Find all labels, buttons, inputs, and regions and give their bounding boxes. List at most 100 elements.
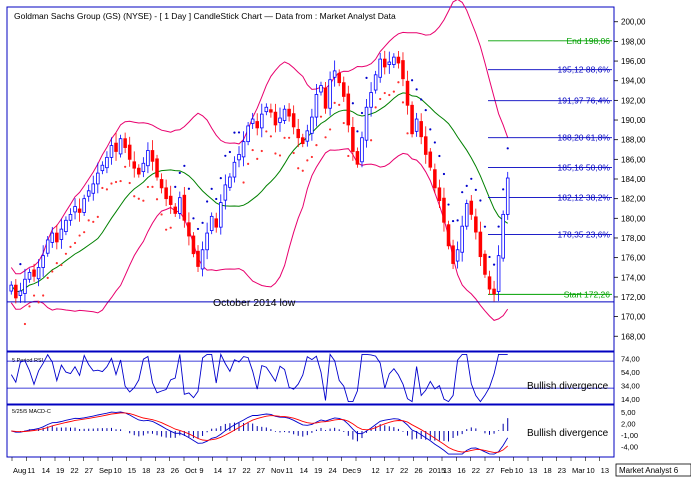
candle-body	[464, 203, 469, 227]
candle-body	[64, 219, 68, 232]
sar-dot	[410, 79, 414, 82]
macd-signal-line	[11, 412, 508, 453]
price-tick-label: 186,00	[621, 155, 646, 164]
macd-lines	[11, 411, 509, 455]
candle-body	[77, 208, 82, 213]
candle-body	[378, 58, 382, 78]
fib-level-label: 182,12 38,2%	[558, 192, 611, 202]
sar-dot	[283, 136, 286, 139]
sar-dot	[247, 162, 250, 165]
macd-axis: 5,00 2,00 -1,00 -4,00	[621, 408, 638, 452]
candlesticks	[9, 50, 510, 304]
sar-dot	[28, 305, 31, 308]
fib-level-label: 178,35 23,6%	[558, 230, 611, 240]
date-tick-label: 10	[515, 466, 523, 475]
sar-dot	[306, 159, 309, 162]
sar-dot	[269, 135, 272, 138]
sar-dot	[169, 226, 172, 229]
sar-dot	[374, 106, 377, 109]
rsi-axis: 74,00 54,00 34,00 14,00	[621, 354, 640, 404]
candle-body	[196, 250, 200, 267]
sar-dot	[438, 154, 441, 158]
candle-body	[360, 137, 364, 163]
sar-dot	[206, 200, 209, 203]
date-tick-label: 16	[457, 466, 465, 475]
sar-dot	[451, 219, 455, 223]
date-tick-label: 23	[156, 466, 164, 475]
macd-tick-label: -1,00	[621, 431, 638, 440]
support-annotation: October 2014 low	[213, 297, 296, 309]
candle-body	[209, 215, 214, 232]
date-tick-label: 22	[400, 466, 408, 475]
candle-body	[168, 195, 173, 205]
candle-body	[405, 80, 410, 106]
candle-body	[382, 58, 387, 68]
date-tick-label: 27	[486, 466, 494, 475]
sar-dot	[55, 261, 58, 265]
macd-label: 5/25/5 MACD-C	[12, 409, 51, 415]
candle-body	[373, 74, 378, 91]
sar-dot	[401, 101, 405, 104]
watermark-box	[615, 463, 691, 477]
candle-body	[96, 172, 100, 185]
sar-dot	[274, 152, 277, 155]
date-tick-label: 14	[300, 466, 308, 475]
sar-dot	[324, 136, 327, 139]
macd-tick-label: 5,00	[621, 408, 636, 417]
candle-body	[451, 245, 455, 264]
sar-dot	[174, 185, 177, 188]
date-tick-label: 22	[472, 466, 480, 475]
candle-body	[396, 56, 401, 64]
candle-body	[455, 249, 460, 262]
candle-body	[364, 106, 369, 141]
candle-body	[351, 127, 355, 152]
macd-pane: 5/25/5 MACD-C 5,00 2,00 -1,00 -4,00 Bullish…	[6, 404, 638, 458]
sar-dot	[365, 76, 368, 79]
candle-body	[141, 162, 146, 173]
date-tick-label: 11	[27, 466, 35, 475]
sar-dot	[447, 203, 450, 206]
sar-dot	[497, 225, 500, 228]
candle-body	[323, 87, 328, 109]
sar-dot	[60, 263, 63, 267]
fib-level-label: 185,16 50,0%	[558, 163, 611, 173]
sar-dot	[142, 199, 145, 202]
sar-dot	[92, 220, 95, 223]
sar-dot	[87, 219, 90, 222]
sar-dot	[429, 128, 432, 131]
candle-body	[401, 60, 405, 80]
candle-body	[109, 145, 114, 158]
sar-dot	[64, 252, 68, 255]
fib-level-label: 188,20 61,8%	[558, 133, 611, 143]
rsi-pane-frame	[6, 351, 615, 405]
sar-dot	[137, 197, 140, 200]
candle-body	[410, 104, 414, 135]
sar-dot	[228, 150, 231, 154]
price-tick-label: 190,00	[621, 116, 646, 125]
candle-body	[18, 290, 23, 296]
fib-level-label: 195,12 88,6%	[558, 65, 611, 75]
candle-body	[45, 239, 50, 254]
sar-dot	[483, 225, 487, 228]
candle-body	[478, 231, 483, 258]
sar-dot	[420, 98, 423, 101]
candle-body	[173, 206, 178, 214]
candle-body	[164, 187, 168, 200]
candle-body	[132, 161, 137, 169]
watermark: Market Analyst 6	[619, 466, 679, 475]
candle-body	[232, 161, 237, 178]
date-tick-label: 18	[543, 466, 551, 475]
candle-body	[150, 150, 155, 162]
sar-dot	[506, 147, 509, 150]
sar-dot	[379, 97, 382, 101]
candle-body	[501, 213, 505, 259]
candle-body	[114, 142, 118, 152]
sar-dot	[351, 102, 354, 105]
candle-body	[346, 93, 351, 126]
upper-bollinger-band	[10, 0, 509, 275]
sar-dot	[83, 231, 86, 234]
date-tick-label: Sep	[99, 466, 112, 475]
sar-dot	[224, 154, 227, 157]
